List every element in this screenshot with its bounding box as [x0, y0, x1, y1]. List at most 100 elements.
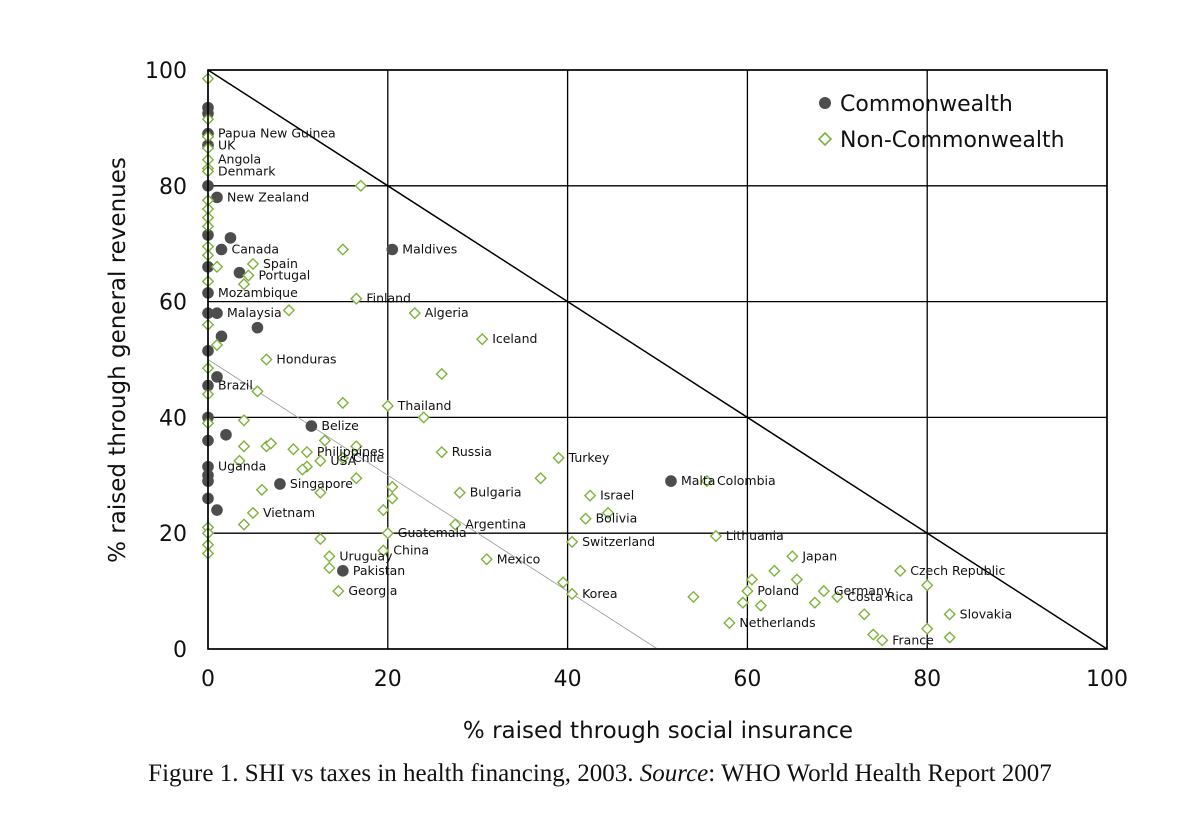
point-label: Slovakia — [960, 606, 1012, 621]
data-point-non-commonwealth — [282, 304, 296, 317]
point-label: Angola — [218, 152, 261, 167]
point-label: Guatemala — [398, 525, 467, 540]
data-point-non-commonwealth — [894, 564, 907, 578]
point-label: UK — [218, 137, 236, 152]
x-tick-label: 0 — [201, 667, 215, 692]
data-point-non-commonwealth — [381, 527, 394, 540]
axis-ticks: 0 20 40 60 80 100 0 20 40 60 80 100 — [145, 59, 1128, 692]
data-point-non-commonwealth — [723, 616, 736, 630]
data-point-commonwealth — [224, 232, 237, 244]
point-label: Georgia — [348, 583, 397, 598]
data-point-non-commonwealth — [237, 440, 251, 453]
point-label: Finland — [366, 291, 411, 306]
point-label: Malaysia — [227, 305, 282, 320]
caption-source-word: Source — [639, 760, 709, 787]
data-point-non-commonwealth — [817, 584, 831, 598]
data-point-non-commonwealth — [300, 445, 314, 459]
data-point-non-commonwealth — [876, 634, 889, 647]
data-point-non-commonwealth — [480, 553, 493, 566]
point-label: Lithuania — [726, 528, 784, 543]
data-point-non-commonwealth — [386, 480, 399, 494]
point-label: Malta — [681, 473, 715, 488]
y-tick-label: 40 — [159, 406, 187, 431]
data-point-non-commonwealth — [332, 584, 345, 598]
data-point-non-commonwealth — [534, 472, 547, 485]
data-point-non-commonwealth — [296, 463, 309, 476]
reference-lines — [207, 69, 1108, 650]
point-label: Brazil — [218, 378, 253, 393]
point-label: Denmark — [218, 163, 276, 178]
legend-non-commonwealth-label: Non-Commonwealth — [840, 128, 1065, 153]
x-axis-title: % raised through social insurance — [463, 718, 853, 744]
point-label: USA — [330, 453, 356, 468]
point-label: Canada — [231, 241, 279, 256]
data-point-non-commonwealth — [831, 590, 844, 604]
point-label: New Zealand — [227, 189, 309, 204]
point-label: Maldives — [402, 241, 457, 256]
data-point-non-commonwealth — [808, 596, 822, 609]
data-point-commonwealth — [211, 504, 223, 516]
data-point-non-commonwealth — [579, 512, 592, 525]
point-label: Honduras — [276, 352, 336, 367]
data-point-commonwealth — [305, 420, 318, 432]
data-point-non-commonwealth — [377, 544, 390, 557]
y-tick-label: 100 — [145, 59, 187, 84]
legend-commonwealth-label: Commonwealth — [840, 92, 1013, 117]
point-label: Mexico — [497, 551, 541, 566]
data-point-non-commonwealth — [210, 260, 224, 274]
point-label: Belize — [321, 418, 359, 433]
point-label: China — [393, 543, 429, 558]
data-point-non-commonwealth — [260, 353, 273, 366]
point-label: Thailand — [397, 398, 452, 413]
data-point-non-commonwealth — [921, 579, 934, 592]
point-label: Philippines — [317, 444, 384, 459]
data-point-non-commonwealth — [745, 573, 759, 586]
x-tick-label: 100 — [1086, 667, 1128, 692]
data-point-non-commonwealth — [476, 333, 489, 346]
point-label: Colombia — [717, 473, 776, 488]
point-label: Spain — [263, 256, 298, 271]
data-point-non-commonwealth — [246, 257, 260, 271]
data-point-non-commonwealth — [287, 443, 300, 456]
data-point-non-commonwealth — [943, 608, 956, 621]
data-point-commonwealth — [215, 330, 228, 343]
data-points — [201, 72, 956, 647]
data-point-non-commonwealth — [350, 472, 363, 485]
legend: Commonwealth Non-Commonwealth — [817, 92, 1065, 153]
data-point-non-commonwealth — [264, 437, 278, 450]
data-point-non-commonwealth — [246, 506, 260, 520]
data-point-non-commonwealth — [336, 396, 350, 410]
data-point-commonwealth — [220, 428, 232, 441]
data-point-non-commonwealth — [741, 584, 754, 598]
y-tick-label: 20 — [159, 522, 187, 547]
data-point-non-commonwealth — [210, 338, 224, 352]
plot-frame — [207, 69, 1108, 650]
data-point-non-commonwealth — [237, 518, 251, 531]
data-point-commonwealth — [215, 243, 228, 256]
point-label: Mozambique — [218, 285, 298, 300]
y-axis-title: % raised through general revenues — [105, 157, 131, 563]
data-point-non-commonwealth — [565, 587, 579, 601]
x-tick-label: 80 — [913, 667, 941, 692]
data-point-commonwealth — [274, 478, 286, 490]
data-point-non-commonwealth — [736, 596, 750, 609]
y-tick-label: 60 — [159, 291, 187, 316]
x-tick-label: 40 — [554, 667, 582, 692]
data-point-non-commonwealth — [700, 474, 714, 488]
data-point-non-commonwealth — [251, 385, 264, 398]
point-label: Netherlands — [739, 615, 815, 630]
point-label: Singapore — [290, 476, 353, 491]
data-point-commonwealth — [386, 243, 399, 256]
data-point-non-commonwealth — [435, 445, 448, 459]
point-label: Algeria — [425, 305, 469, 320]
data-point-non-commonwealth — [377, 503, 390, 517]
caption-prefix: Figure 1. SHI vs taxes in health financi… — [148, 760, 640, 787]
point-label: Bolivia — [596, 511, 638, 526]
data-point-commonwealth — [211, 307, 223, 319]
point-label: Pakistan — [353, 563, 405, 578]
legend-commonwealth-marker — [819, 97, 831, 109]
data-point-non-commonwealth — [552, 451, 565, 465]
data-point-non-commonwealth — [565, 535, 579, 549]
